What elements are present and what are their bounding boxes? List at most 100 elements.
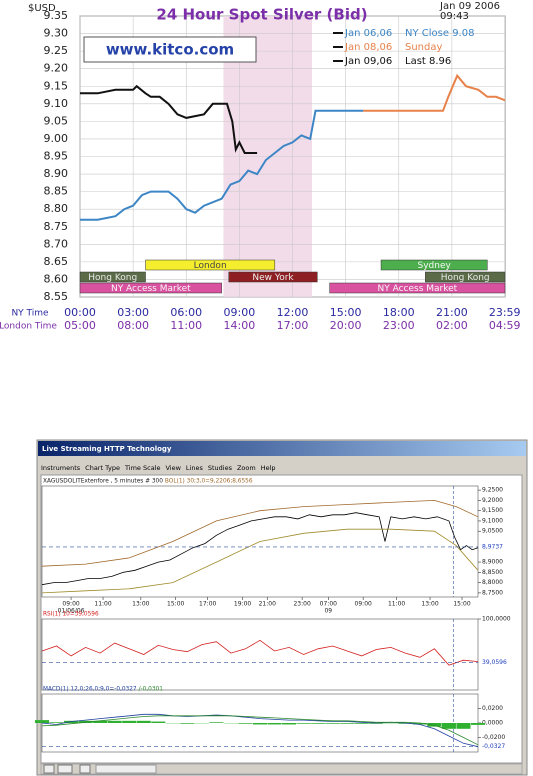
session-bar: [329, 282, 506, 294]
session-label: Sydney: [418, 261, 452, 271]
histogram-bar: [107, 720, 122, 723]
legend-label: Jan 06,06: [344, 28, 392, 39]
x-tick-label: 03:00: [117, 306, 149, 319]
date: Jan 09 2006: [439, 1, 500, 12]
x2-tick-label: 02:00: [436, 319, 468, 332]
session-label: New York: [252, 273, 294, 283]
histogram-bar: [93, 720, 108, 723]
panel-header: MACD(1) 12,0;26,0;9,0=-0,0327: [43, 687, 137, 693]
legend-note: Sunday: [405, 42, 442, 53]
x2-tick-label: 08:00: [117, 319, 149, 332]
histogram-bar: [296, 723, 311, 724]
panel: [41, 618, 479, 691]
histogram-bar: [122, 720, 137, 723]
x2-tick-label: 23:00: [383, 319, 415, 332]
y-tick-label: 9.25: [44, 44, 69, 57]
y-tick-label: 9.10: [44, 97, 69, 110]
tool-button[interactable]: [79, 764, 91, 774]
x2-tick-label: 05:00: [64, 319, 96, 332]
session-label: London: [194, 261, 227, 271]
y-tick-label: 8.85: [44, 185, 69, 198]
x2-tick-label: 14:00: [224, 319, 256, 332]
x-tick-label: 23:00: [293, 601, 310, 608]
x-tick-label: 15:00: [453, 601, 470, 608]
x-tick-label: 11:00: [388, 601, 405, 608]
histogram-bar: [238, 723, 253, 724]
series-line: [80, 84, 258, 154]
histogram-bar: [151, 721, 166, 723]
x-tick-label: 13:00: [132, 601, 149, 608]
y-tick-label: 9.20: [44, 62, 69, 75]
histogram-bar: [441, 723, 456, 729]
x-tick-label: 13:00: [421, 601, 438, 608]
y-tick-label: 9.15: [44, 79, 69, 92]
y-tick-label: 8.65: [44, 255, 69, 268]
last-value-label: 39,0596: [482, 659, 507, 666]
x-tick-label: 00:00: [64, 306, 96, 319]
menu-item[interactable]: Instruments: [41, 464, 81, 472]
y-tick-label: 0,0200: [482, 705, 503, 712]
legend-note: Last 8.96: [405, 56, 451, 67]
y-tick-label: 9,1500: [482, 507, 503, 514]
last-value-label: 8,9737: [482, 543, 503, 550]
x-tick-label: 15:00: [167, 601, 184, 608]
x-axis-label: NY Time: [11, 309, 49, 319]
y-tick-label: 8,7500: [482, 589, 503, 596]
y-tick-label: 8.70: [44, 237, 69, 250]
y-tick-label: 8.55: [44, 290, 69, 303]
title-bar: [38, 441, 526, 456]
series-line: [41, 639, 479, 666]
y-tick-label: 9,2000: [482, 497, 503, 504]
tool-button[interactable]: [57, 764, 73, 774]
menu-item[interactable]: View: [165, 464, 181, 472]
histogram-bar: [34, 720, 50, 723]
menu-item[interactable]: Studies: [208, 464, 233, 472]
menu-item[interactable]: Help: [261, 464, 276, 472]
x-tick-label: 15:00: [330, 306, 362, 319]
x-tick-sublabel: 09: [324, 608, 332, 615]
toolbar: [40, 763, 523, 775]
panel-header: /-0,0301: [139, 687, 164, 693]
menu-item[interactable]: Zoom: [237, 464, 256, 472]
histogram-bar: [311, 723, 326, 724]
scrollbar[interactable]: [95, 764, 157, 774]
x-tick-label: 18:00: [383, 306, 415, 319]
series-line: [41, 528, 479, 594]
histogram-bar: [282, 723, 297, 725]
x-tick-label: 06:00: [170, 306, 202, 319]
y-tick-label: 8,9000: [482, 559, 503, 566]
histogram-bar: [470, 723, 486, 725]
session-bar: [145, 259, 276, 271]
x2-tick-label: 17:00: [277, 319, 309, 332]
tool-button[interactable]: [43, 764, 55, 774]
session-bar: [79, 282, 222, 294]
y-tick-label: 8,8000: [482, 579, 503, 586]
y-tick-label: 8,8500: [482, 569, 503, 576]
histogram-bar: [354, 723, 369, 724]
window-title: Live Streaming HTTP Technology: [42, 445, 172, 453]
menu-item[interactable]: Lines: [186, 464, 204, 472]
session-label: Hong Kong: [88, 273, 137, 283]
y-unit: $USD: [28, 3, 56, 14]
y-tick-label: 8.80: [44, 202, 69, 215]
legend-note: NY Close 9.08: [405, 28, 474, 39]
y-tick-label: 9,2500: [482, 487, 503, 494]
watermark-box: [83, 36, 257, 63]
x2-axis-label: London Time: [0, 322, 57, 332]
series-line: [41, 713, 479, 748]
panel-header: BOL(1) 30;3,0=9,2206;8,6556: [165, 479, 253, 485]
time: 09:43: [440, 11, 469, 22]
histogram-bar: [456, 723, 471, 729]
menu-item[interactable]: Time Scale: [124, 464, 160, 472]
menu-item[interactable]: Chart Type: [85, 464, 120, 472]
x-tick-label: 23:59: [489, 306, 521, 319]
legend-label: Jan 09,06: [344, 56, 392, 67]
histogram-bar: [180, 723, 195, 724]
x-tick-label: 07:00: [320, 601, 337, 608]
histogram-bar: [267, 723, 282, 725]
histogram-bar: [136, 720, 151, 723]
session-bar: [228, 271, 318, 283]
histogram-bar: [340, 723, 355, 724]
session-bar: [425, 271, 506, 283]
